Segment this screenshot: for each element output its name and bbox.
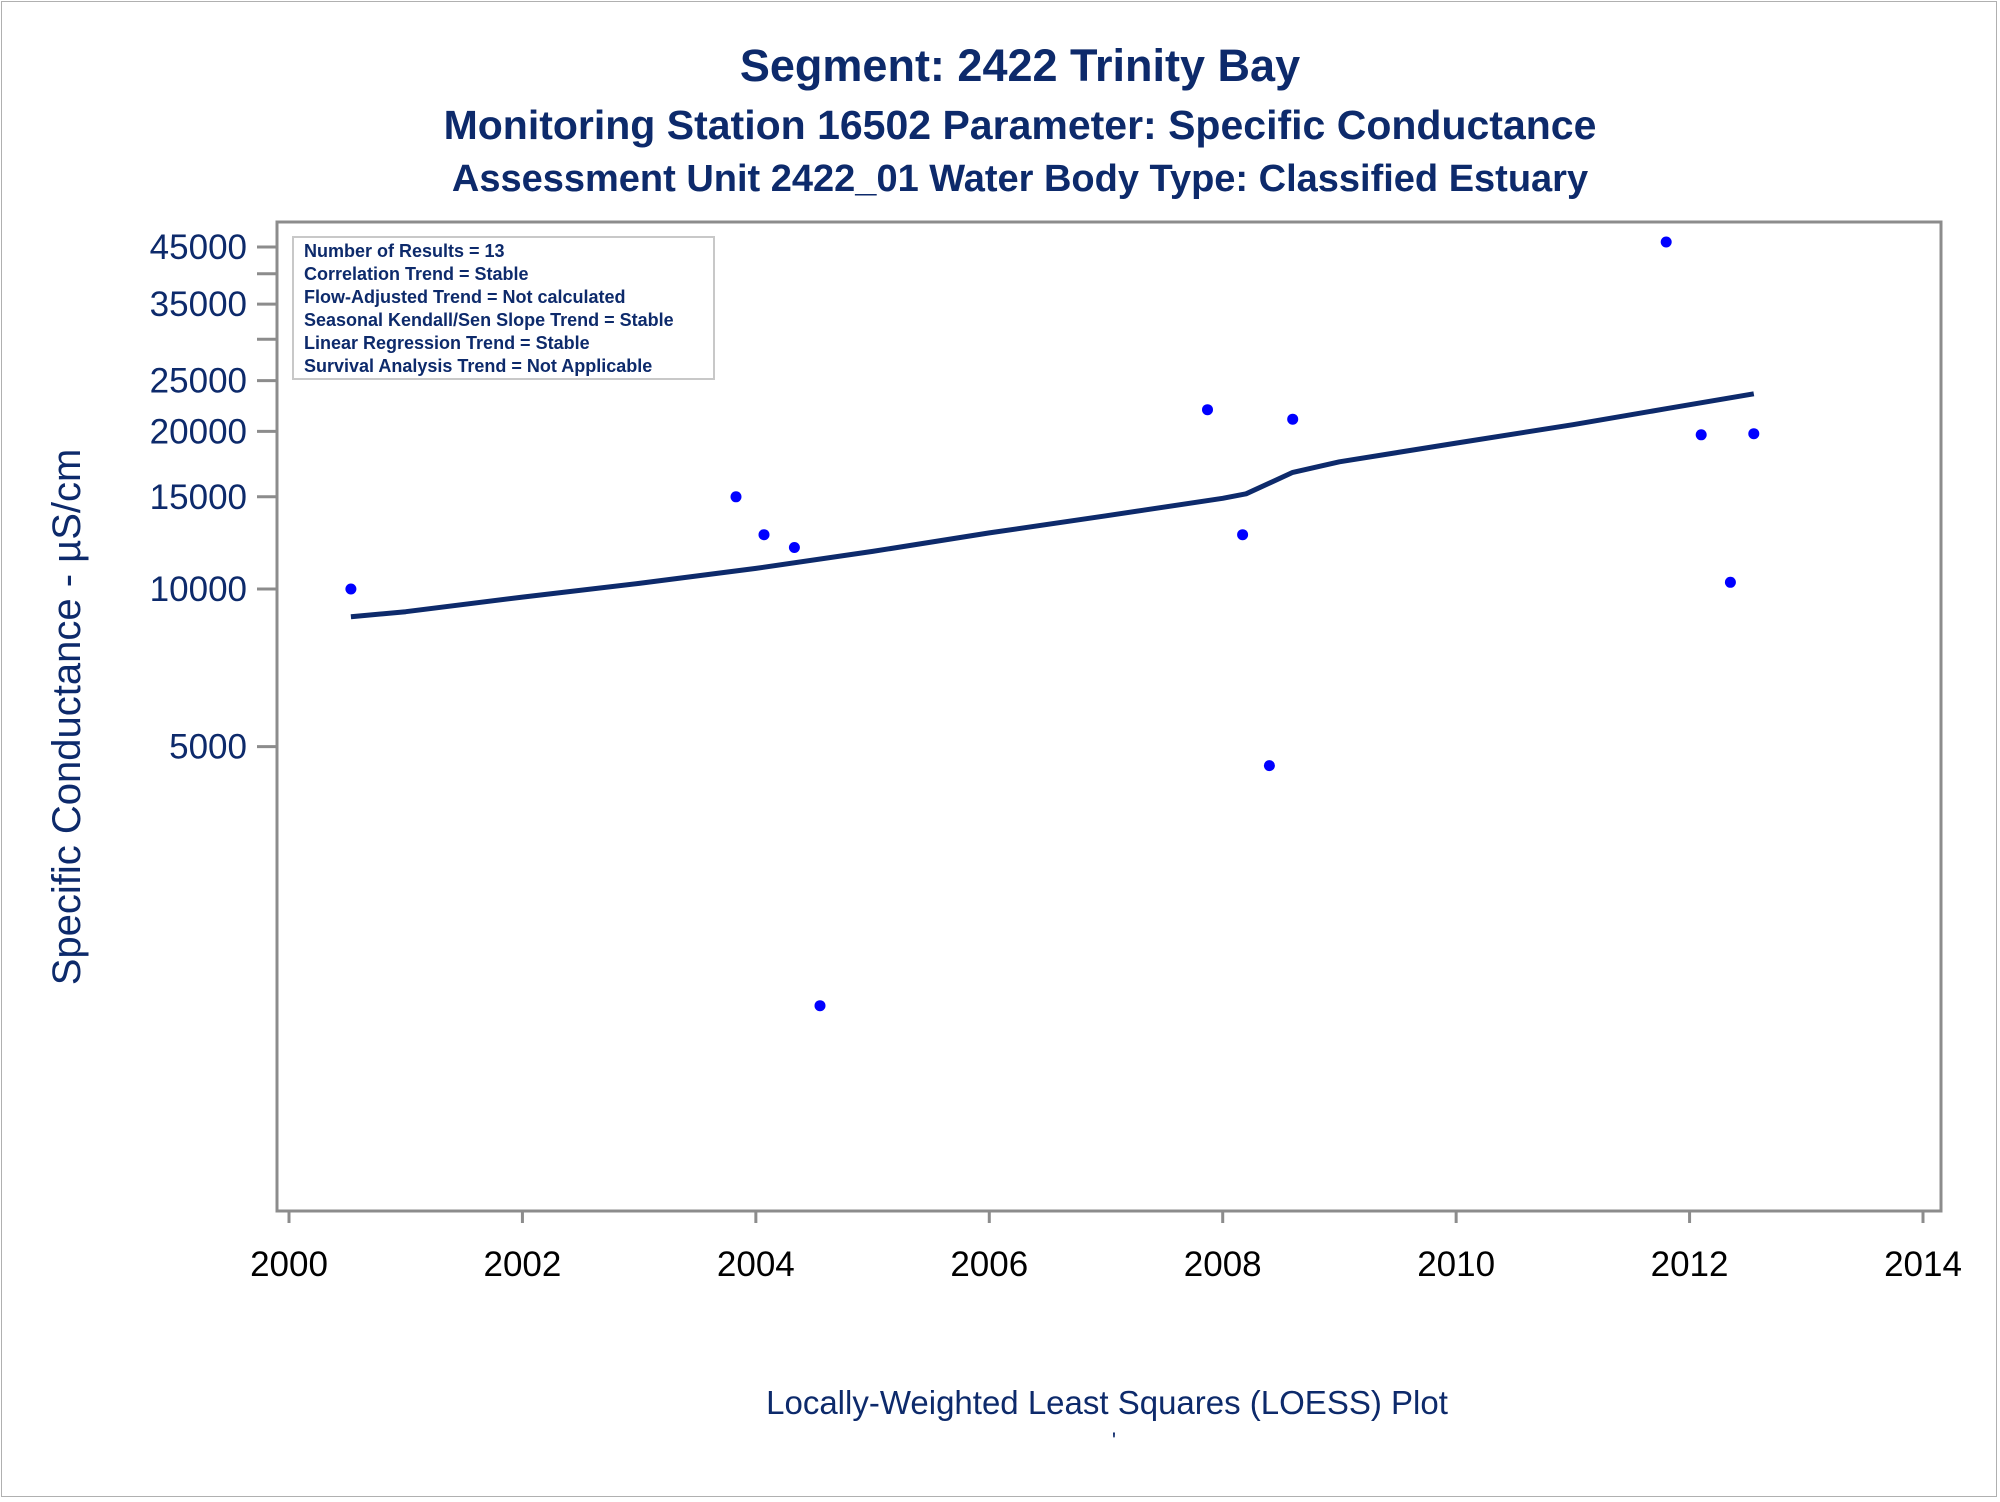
x-tick-label: 2002 <box>483 1245 561 1284</box>
y-tick-label: 35000 <box>150 285 247 324</box>
data-point <box>730 491 742 503</box>
loess-series <box>350 391 1755 620</box>
data-point <box>1748 428 1760 440</box>
x-tick-label: 2008 <box>1184 1245 1262 1284</box>
data-point <box>1660 236 1672 248</box>
plot-caption: Locally-Weighted Least Squares (LOESS) P… <box>766 1384 1448 1421</box>
data-point <box>814 1000 826 1012</box>
x-axis: 2000 2002 2004 2006 2008 2010 2012 2014 <box>250 1211 1962 1284</box>
y-axis: 5000 10000 15000 20000 25000 35000 45000 <box>150 228 277 767</box>
data-point <box>758 529 770 541</box>
footer-mark: ' <box>1112 1428 1116 1453</box>
data-point <box>1237 529 1249 541</box>
chart-subtitle-2: Assessment Unit 2422_01 Water Body Type:… <box>452 158 1588 200</box>
data-point <box>1287 413 1299 425</box>
loess-line <box>350 391 1755 620</box>
stat-correlation-trend: Correlation Trend = Stable <box>304 264 529 284</box>
chart-title: Segment: 2422 Trinity Bay <box>740 40 1300 91</box>
stat-linear-regression-trend: Linear Regression Trend = Stable <box>304 333 590 353</box>
observation-series <box>345 236 1760 1012</box>
y-tick-label: 5000 <box>169 728 247 767</box>
data-point <box>1202 404 1213 416</box>
y-axis-title: Specific Conductance - µS/cm <box>45 449 89 986</box>
stat-number-of-results: Number of Results = 13 <box>304 241 505 261</box>
data-point <box>1695 429 1707 441</box>
x-tick-label: 2006 <box>950 1245 1028 1284</box>
y-tick-label: 45000 <box>150 228 247 267</box>
stat-seasonal-kendall-trend: Seasonal Kendall/Sen Slope Trend = Stabl… <box>304 310 674 330</box>
stat-survival-analysis-trend: Survival Analysis Trend = Not Applicable <box>304 356 652 376</box>
x-tick-label: 2010 <box>1417 1245 1495 1284</box>
x-tick-label: 2012 <box>1651 1245 1729 1284</box>
y-tick-label: 10000 <box>150 570 247 609</box>
data-point <box>1724 576 1736 588</box>
data-point <box>345 583 357 595</box>
y-tick-label: 20000 <box>150 412 247 451</box>
x-tick-label: 2014 <box>1884 1245 1962 1284</box>
stat-flow-adjusted-trend: Flow-Adjusted Trend = Not calculated <box>304 287 626 307</box>
x-tick-label: 2000 <box>250 1245 328 1284</box>
data-point <box>1263 760 1275 772</box>
chart-subtitle: Monitoring Station 16502 Parameter: Spec… <box>444 102 1597 148</box>
x-tick-label: 2004 <box>717 1245 795 1284</box>
y-tick-label: 15000 <box>150 478 247 517</box>
plot-area <box>275 220 1943 1213</box>
y-tick-label: 25000 <box>150 362 247 401</box>
data-point <box>788 542 800 553</box>
stats-legend-box <box>292 236 715 380</box>
